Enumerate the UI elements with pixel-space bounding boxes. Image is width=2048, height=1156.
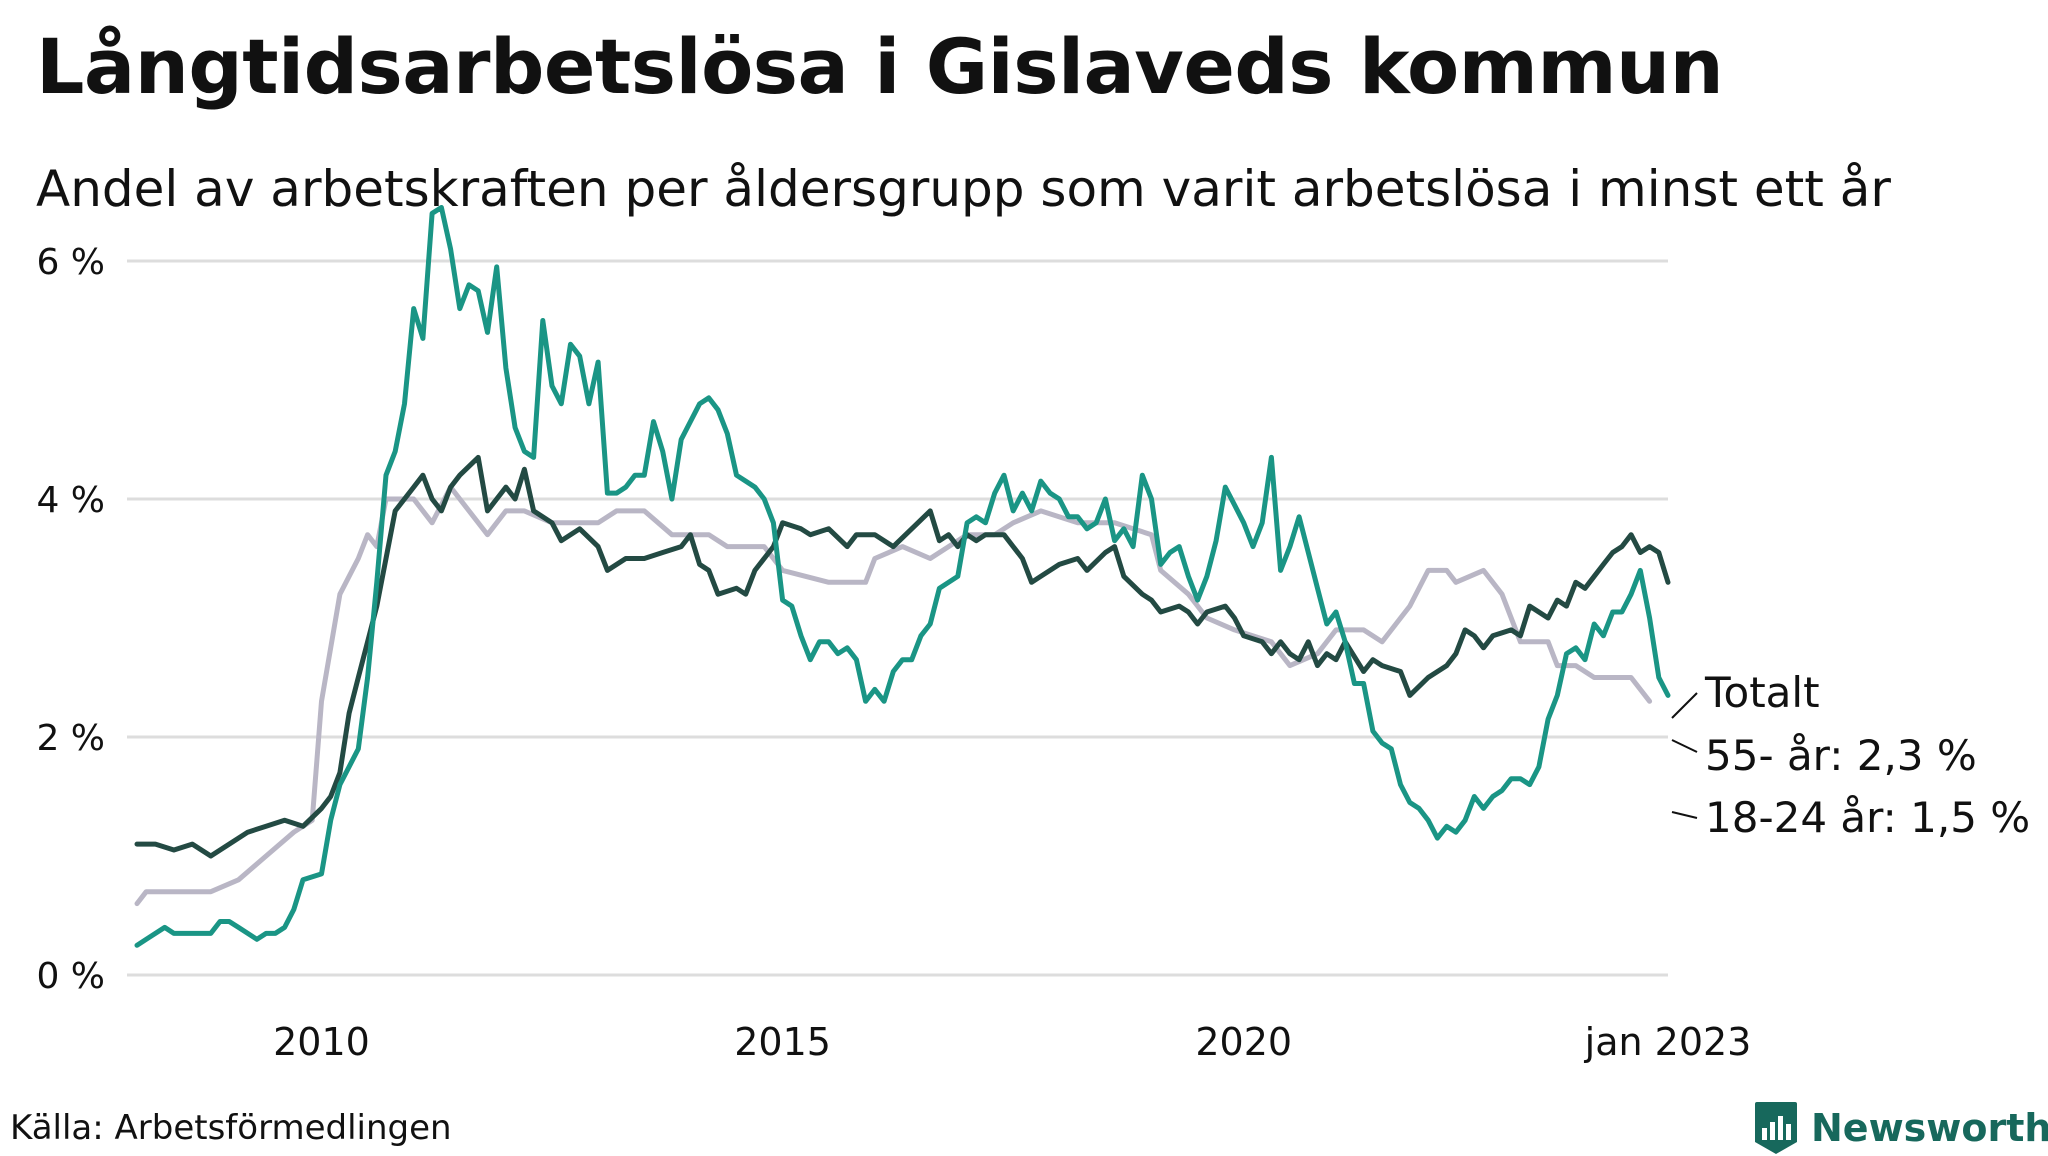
y-tick-label: 0 % — [36, 956, 105, 997]
end-label-total: Totalt — [1704, 668, 1820, 717]
end-label-leader — [1671, 811, 1698, 819]
brand-logo: Newsworthy — [1753, 1100, 2048, 1156]
x-axis-ticks: 2010 2015 2020 jan 2023 — [273, 1020, 1751, 1064]
series-end-labels: 55- år: 2,3 % Totalt 18-24 år: 1,5 % — [1671, 668, 2030, 842]
series-lines — [134, 205, 1671, 948]
y-axis-ticks: 0 % 2 % 4 % 6 % — [36, 242, 105, 997]
grid-lines — [127, 259, 1668, 977]
series-line-total — [134, 454, 1671, 859]
x-tick-label: 2015 — [734, 1020, 831, 1064]
brand-name: Newsworthy — [1811, 1106, 2048, 1150]
x-tick-label: 2010 — [273, 1020, 370, 1064]
y-tick-label: 4 % — [36, 480, 105, 521]
end-label-leader — [1671, 692, 1698, 719]
source-note: Källa: Arbetsförmedlingen — [10, 1108, 452, 1148]
bar-chart-badge-icon — [1755, 1102, 1797, 1154]
page-title: Långtidsarbetslösa i Gislaveds kommun — [36, 22, 1724, 111]
page-subtitle: Andel av arbetskraften per åldersgrupp s… — [36, 160, 1891, 218]
x-tick-label: 2020 — [1195, 1020, 1292, 1064]
series-line-55plus — [134, 484, 1653, 907]
series-line-18to24 — [134, 205, 1671, 948]
x-tick-label: jan 2023 — [1584, 1020, 1752, 1064]
y-tick-label: 2 % — [36, 718, 105, 759]
end-label-55plus: 55- år: 2,3 % — [1705, 731, 1977, 780]
y-tick-label: 6 % — [36, 242, 105, 283]
end-label-leader — [1671, 739, 1698, 753]
end-label-18to24: 18-24 år: 1,5 % — [1705, 793, 2030, 842]
